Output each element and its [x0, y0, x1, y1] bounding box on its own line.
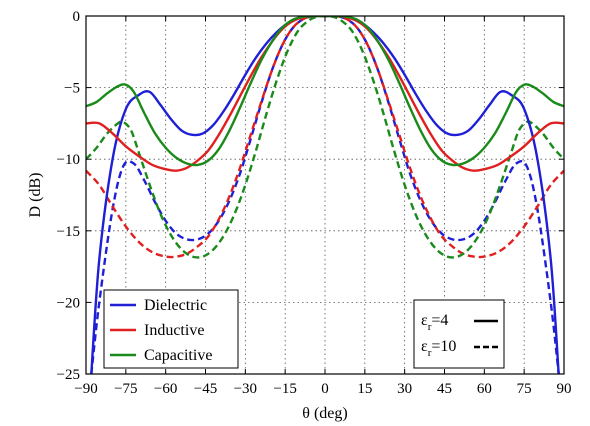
x-tick-label: 90: [557, 381, 572, 397]
x-tick-label: 15: [357, 381, 372, 397]
legend: Dielectric Inductive Capacitive: [103, 289, 239, 369]
series-line-dielectric-eps10: [90, 16, 560, 374]
x-tick-label: −90: [74, 381, 97, 397]
y-tick-label: −5: [64, 81, 80, 97]
series-line-inductive-eps4: [86, 16, 564, 172]
x-tick-label: 30: [397, 381, 412, 397]
axis-ticks: −90 −75 −60 −45 −30 −15 0 15 30 45 60 75 90 0 −5 −10 −15…: [57, 9, 572, 397]
style-legend-box: [413, 299, 505, 369]
legend-label: Dielectric: [144, 297, 207, 314]
y-tick-label: −25: [57, 367, 80, 383]
legend-label: Capacitive: [144, 347, 212, 364]
legend-label: Inductive: [144, 322, 204, 339]
x-tick-label: 0: [321, 381, 329, 397]
x-tick-label: −75: [114, 381, 137, 397]
x-axis-label: θ (deg): [302, 405, 347, 422]
series-line-capacitive-eps4: [86, 16, 564, 167]
style-legend-label: εr=4: [421, 312, 448, 333]
style-legend-label: εr=10: [421, 338, 456, 359]
series-line-dielectric-eps4: [90, 16, 560, 374]
y-tick-label: −10: [57, 152, 80, 168]
x-tick-label: −15: [273, 381, 296, 397]
x-tick-label: −45: [194, 381, 217, 397]
x-tick-label: −60: [154, 381, 177, 397]
y-axis-label: D (dB): [27, 173, 44, 218]
x-tick-label: 60: [477, 381, 492, 397]
style-legend: εr=4 εr=10: [413, 299, 505, 369]
x-tick-label: 75: [517, 381, 532, 397]
x-tick-label: −30: [234, 381, 257, 397]
x-tick-label: 45: [437, 381, 452, 397]
y-tick-label: 0: [73, 9, 81, 25]
series-group: [86, 16, 564, 374]
y-tick-label: −15: [57, 224, 80, 240]
y-tick-label: −20: [57, 295, 80, 311]
series-line-inductive-eps10: [86, 16, 564, 259]
